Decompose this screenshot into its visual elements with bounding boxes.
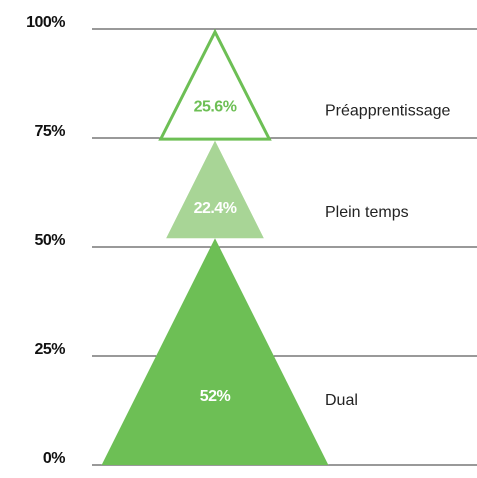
y-tick-label: 100% [26, 14, 65, 31]
category-label: Préapprentissage [325, 102, 451, 119]
y-tick-label: 50% [34, 232, 65, 249]
y-tick-label: 0% [43, 450, 65, 467]
value-label: 22.4% [194, 200, 237, 217]
value-label: 25.6% [194, 98, 237, 115]
y-tick-label: 75% [34, 123, 65, 140]
y-tick-label: 25% [34, 341, 65, 358]
value-label: 52% [200, 388, 231, 405]
category-label: Dual [325, 392, 358, 409]
triangle [166, 140, 264, 239]
triangle [158, 28, 272, 141]
triangle [101, 238, 329, 465]
category-label: Plein temps [325, 204, 409, 221]
